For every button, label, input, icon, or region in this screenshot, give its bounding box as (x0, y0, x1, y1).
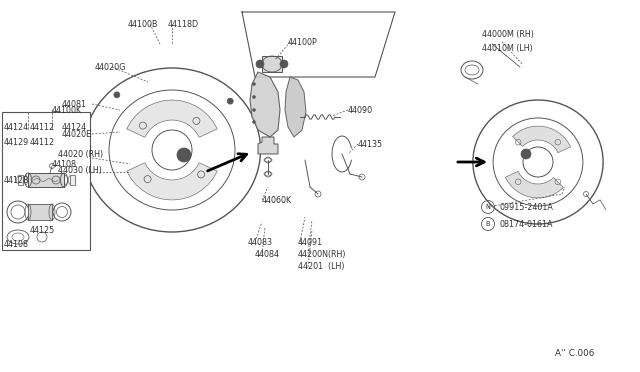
Circle shape (177, 148, 191, 162)
Text: 44020E: 44020E (62, 129, 92, 138)
Text: 44100P: 44100P (288, 38, 317, 46)
Text: 44020G: 44020G (95, 62, 126, 71)
Polygon shape (513, 126, 571, 153)
Text: 44100K: 44100K (52, 106, 82, 115)
Text: 44030 (LH): 44030 (LH) (58, 166, 102, 174)
Bar (262, 56, 282, 72)
Text: A'' C.006: A'' C.006 (555, 350, 595, 359)
Circle shape (227, 98, 233, 104)
Circle shape (180, 151, 188, 159)
Text: 44090: 44090 (348, 106, 373, 115)
Text: 44084: 44084 (255, 250, 280, 259)
Text: 44083: 44083 (248, 237, 273, 247)
Polygon shape (506, 171, 563, 198)
Circle shape (521, 149, 531, 159)
Circle shape (114, 92, 120, 98)
Bar (2, 112, 90, 250)
Text: 44124: 44124 (4, 122, 29, 131)
Circle shape (253, 109, 255, 112)
Polygon shape (127, 163, 218, 200)
Circle shape (280, 60, 288, 68)
Circle shape (253, 83, 255, 86)
Bar (28, 204, 52, 220)
Circle shape (253, 96, 255, 99)
Text: 44100B: 44100B (128, 19, 159, 29)
Text: 44129: 44129 (4, 138, 29, 147)
Text: 44091: 44091 (298, 237, 323, 247)
Text: 44081: 44081 (62, 99, 87, 109)
Text: 44125: 44125 (30, 225, 55, 234)
Text: 09915-2401A: 09915-2401A (500, 202, 554, 212)
Text: B: B (486, 221, 490, 227)
Text: 44128: 44128 (4, 176, 29, 185)
Bar (28, 173, 64, 187)
Circle shape (253, 121, 255, 124)
Bar (70, 175, 74, 185)
Text: 44000M (RH): 44000M (RH) (482, 29, 534, 38)
Polygon shape (285, 77, 306, 137)
Circle shape (256, 60, 264, 68)
Text: 44112: 44112 (30, 138, 55, 147)
Text: 44200N(RH): 44200N(RH) (298, 250, 346, 259)
Polygon shape (127, 100, 218, 137)
Text: 44135: 44135 (358, 140, 383, 148)
Bar (17, 175, 22, 185)
Text: 44060K: 44060K (262, 196, 292, 205)
Text: 44020 (RH): 44020 (RH) (58, 150, 103, 158)
Polygon shape (258, 137, 278, 154)
Text: 44124: 44124 (62, 122, 87, 131)
Text: 44112: 44112 (30, 122, 55, 131)
Text: N: N (486, 204, 490, 210)
Text: 44108: 44108 (52, 160, 77, 169)
Text: 44201  (LH): 44201 (LH) (298, 263, 344, 272)
Polygon shape (250, 72, 280, 137)
Text: 44108: 44108 (4, 240, 29, 248)
Text: 44118D: 44118D (168, 19, 199, 29)
Text: 44010M (LH): 44010M (LH) (482, 44, 532, 52)
Text: 08174-0161A: 08174-0161A (500, 219, 554, 228)
